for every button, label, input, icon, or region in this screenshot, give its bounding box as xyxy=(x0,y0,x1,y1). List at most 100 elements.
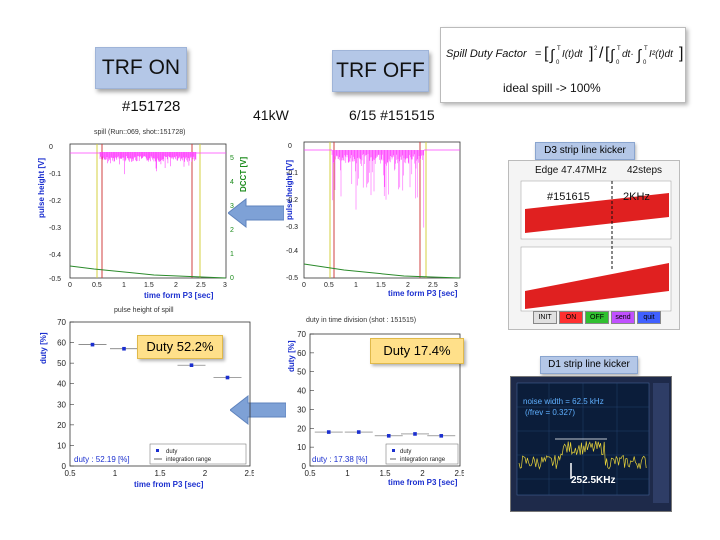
spill-on-ylabel: pulse height [V] xyxy=(37,158,46,218)
duty-point xyxy=(439,434,444,438)
y-tick-label: 0 xyxy=(62,462,67,471)
spill-on-trace xyxy=(70,152,226,175)
svg-text:1: 1 xyxy=(354,282,358,289)
y-tick-label: 70 xyxy=(57,318,66,327)
svg-text:]: ] xyxy=(679,45,683,62)
svg-text:3: 3 xyxy=(223,282,227,289)
svg-text:-0.5: -0.5 xyxy=(49,276,61,283)
duty-factor-formula: Spill Duty Factor = [ ∫ T 0 I(t)dt ] 2 /… xyxy=(446,45,683,66)
d1-noise-label: noise width = 62.5 kHz xyxy=(523,397,604,406)
spill-on-yticks: 0 -0.1 -0.2 -0.3 -0.4 -0.5 xyxy=(49,144,61,283)
init-button[interactable]: INIT xyxy=(533,311,557,324)
svg-text:3: 3 xyxy=(454,282,458,289)
svg-text:0: 0 xyxy=(643,60,647,66)
spill-trf-off-plot: pulse height [V] 0 -0.1 -0.2 -0.3 -0.4 -… xyxy=(284,128,464,300)
duty-off-callout: Duty 17.4% xyxy=(370,338,464,364)
svg-text:-0.3: -0.3 xyxy=(49,225,61,232)
svg-text:3: 3 xyxy=(230,203,234,210)
spill-off-ylabel: pulse height [V] xyxy=(285,160,294,220)
d3-edge-label: Edge 47.47MHz xyxy=(535,165,607,176)
duty-off-xlabel: time from P3 [sec] xyxy=(388,478,458,487)
svg-text:[: [ xyxy=(544,45,549,62)
y-tick-label: 70 xyxy=(297,330,306,339)
duty-on-footer: duty : 52.19 [%] xyxy=(74,455,130,464)
x-tick-label: 2 xyxy=(420,469,425,478)
svg-text:1: 1 xyxy=(122,282,126,289)
ideal-spill-note: ideal spill -> 100% xyxy=(503,81,601,95)
svg-text:/: / xyxy=(599,45,604,62)
duty-on-xticks: 0.5 1 1.5 2 2.5 xyxy=(64,469,254,478)
d1-noise-trace xyxy=(518,441,647,470)
duty-off-yticks: 0 10 20 30 40 50 60 70 xyxy=(297,330,314,471)
svg-text:2: 2 xyxy=(230,227,234,234)
y-tick-label: 60 xyxy=(297,349,306,358)
run-number-on: #151728 xyxy=(122,98,181,115)
d3-run-label: #151615 xyxy=(547,191,590,203)
spill-off-xlabel: time form P3 [sec] xyxy=(388,289,458,298)
d3-button-bar: INIT ON OFF send quit xyxy=(533,311,661,324)
svg-text:0: 0 xyxy=(556,60,560,66)
spill-on-xticks: 0 0.5 1 1.5 2 2.5 3 xyxy=(68,282,227,289)
formula-lhs: Spill Duty Factor xyxy=(446,48,528,60)
y-tick-label: 60 xyxy=(57,339,66,348)
svg-text:1: 1 xyxy=(230,251,234,258)
y-tick-label: 0 xyxy=(302,462,307,471)
d1-kicker-title: D1 strip line kicker xyxy=(540,356,638,374)
duty-on-legend-range: integration range xyxy=(166,457,212,463)
duty-on-xlabel: time from P3 [sec] xyxy=(134,480,204,489)
d1-spectrum-plot xyxy=(516,382,669,503)
y-tick-label: 10 xyxy=(57,441,66,450)
y-tick-label: 10 xyxy=(297,443,306,452)
duty-trf-on-plot: pulse height of spill duty [%] 0 10 20 30 40… xyxy=(39,307,254,489)
svg-text:-0.4: -0.4 xyxy=(286,248,298,255)
svg-text:=: = xyxy=(535,48,541,60)
svg-text:0: 0 xyxy=(230,275,234,282)
svg-text:-0.2: -0.2 xyxy=(49,198,61,205)
svg-text:∫: ∫ xyxy=(636,47,643,64)
duty-on-yticks: 0 10 20 30 40 50 60 70 xyxy=(57,318,74,471)
duty-off-xticks: 0.5 1 1.5 2 2.5 xyxy=(304,469,464,478)
d1-frev-label: (/frev = 0.327) xyxy=(525,408,576,417)
x-tick-label: 0.5 xyxy=(304,469,316,478)
svg-text:T: T xyxy=(557,46,561,52)
d1-spectrum-panel: noise width = 62.5 kHz (/frev = 0.327) 2… xyxy=(510,376,672,512)
duty-trf-off-plot: duty in time division (shot : 151515) du… xyxy=(287,317,464,487)
svg-text:T: T xyxy=(617,46,621,52)
duty-point xyxy=(122,346,126,351)
left-arrow-bottom xyxy=(230,394,286,426)
y-tick-label: 40 xyxy=(297,387,306,396)
duty-off-footer: duty : 17.38 [%] xyxy=(312,455,368,464)
y-tick-label: 20 xyxy=(297,424,306,433)
duty-on-title: pulse height of spill xyxy=(114,307,174,314)
duty-on-ylabel: duty [%] xyxy=(39,332,48,364)
svg-text:0: 0 xyxy=(68,282,72,289)
d1-spectrum-trace xyxy=(518,441,647,470)
svg-text:4: 4 xyxy=(230,179,234,186)
off-button[interactable]: OFF xyxy=(585,311,609,324)
spill-off-xticks: 0 0.5 1 1.5 2 2.5 3 xyxy=(302,282,458,289)
svg-text:0.5: 0.5 xyxy=(324,282,334,289)
x-tick-label: 1.5 xyxy=(154,469,166,478)
svg-text:T: T xyxy=(644,46,648,52)
y-tick-label: 40 xyxy=(57,380,66,389)
power-label: 41kW xyxy=(253,107,289,123)
send-button[interactable]: send xyxy=(611,311,635,324)
trf-off-label: TRF OFF xyxy=(332,50,429,92)
quit-button[interactable]: quit xyxy=(637,311,661,324)
duty-point xyxy=(356,430,361,434)
svg-text:1.5: 1.5 xyxy=(376,282,386,289)
y-tick-label: 20 xyxy=(57,421,66,430)
d3-steps-label: 42steps xyxy=(627,165,663,176)
svg-text:2.5: 2.5 xyxy=(428,282,438,289)
svg-text:0: 0 xyxy=(288,143,292,150)
d1-peak-label: 252.5KHz xyxy=(571,475,616,486)
duty-point xyxy=(413,432,417,436)
svg-text:∫: ∫ xyxy=(609,47,616,64)
duty-point xyxy=(189,363,194,367)
spill-off-yticks: 0 -0.1 -0.2 -0.3 -0.4 -0.5 xyxy=(286,143,298,282)
svg-text:-0.4: -0.4 xyxy=(49,252,61,259)
y-tick-label: 50 xyxy=(297,368,306,377)
x-tick-label: 1 xyxy=(113,469,118,478)
x-tick-label: 1 xyxy=(345,469,350,478)
on-button[interactable]: ON xyxy=(559,311,583,324)
